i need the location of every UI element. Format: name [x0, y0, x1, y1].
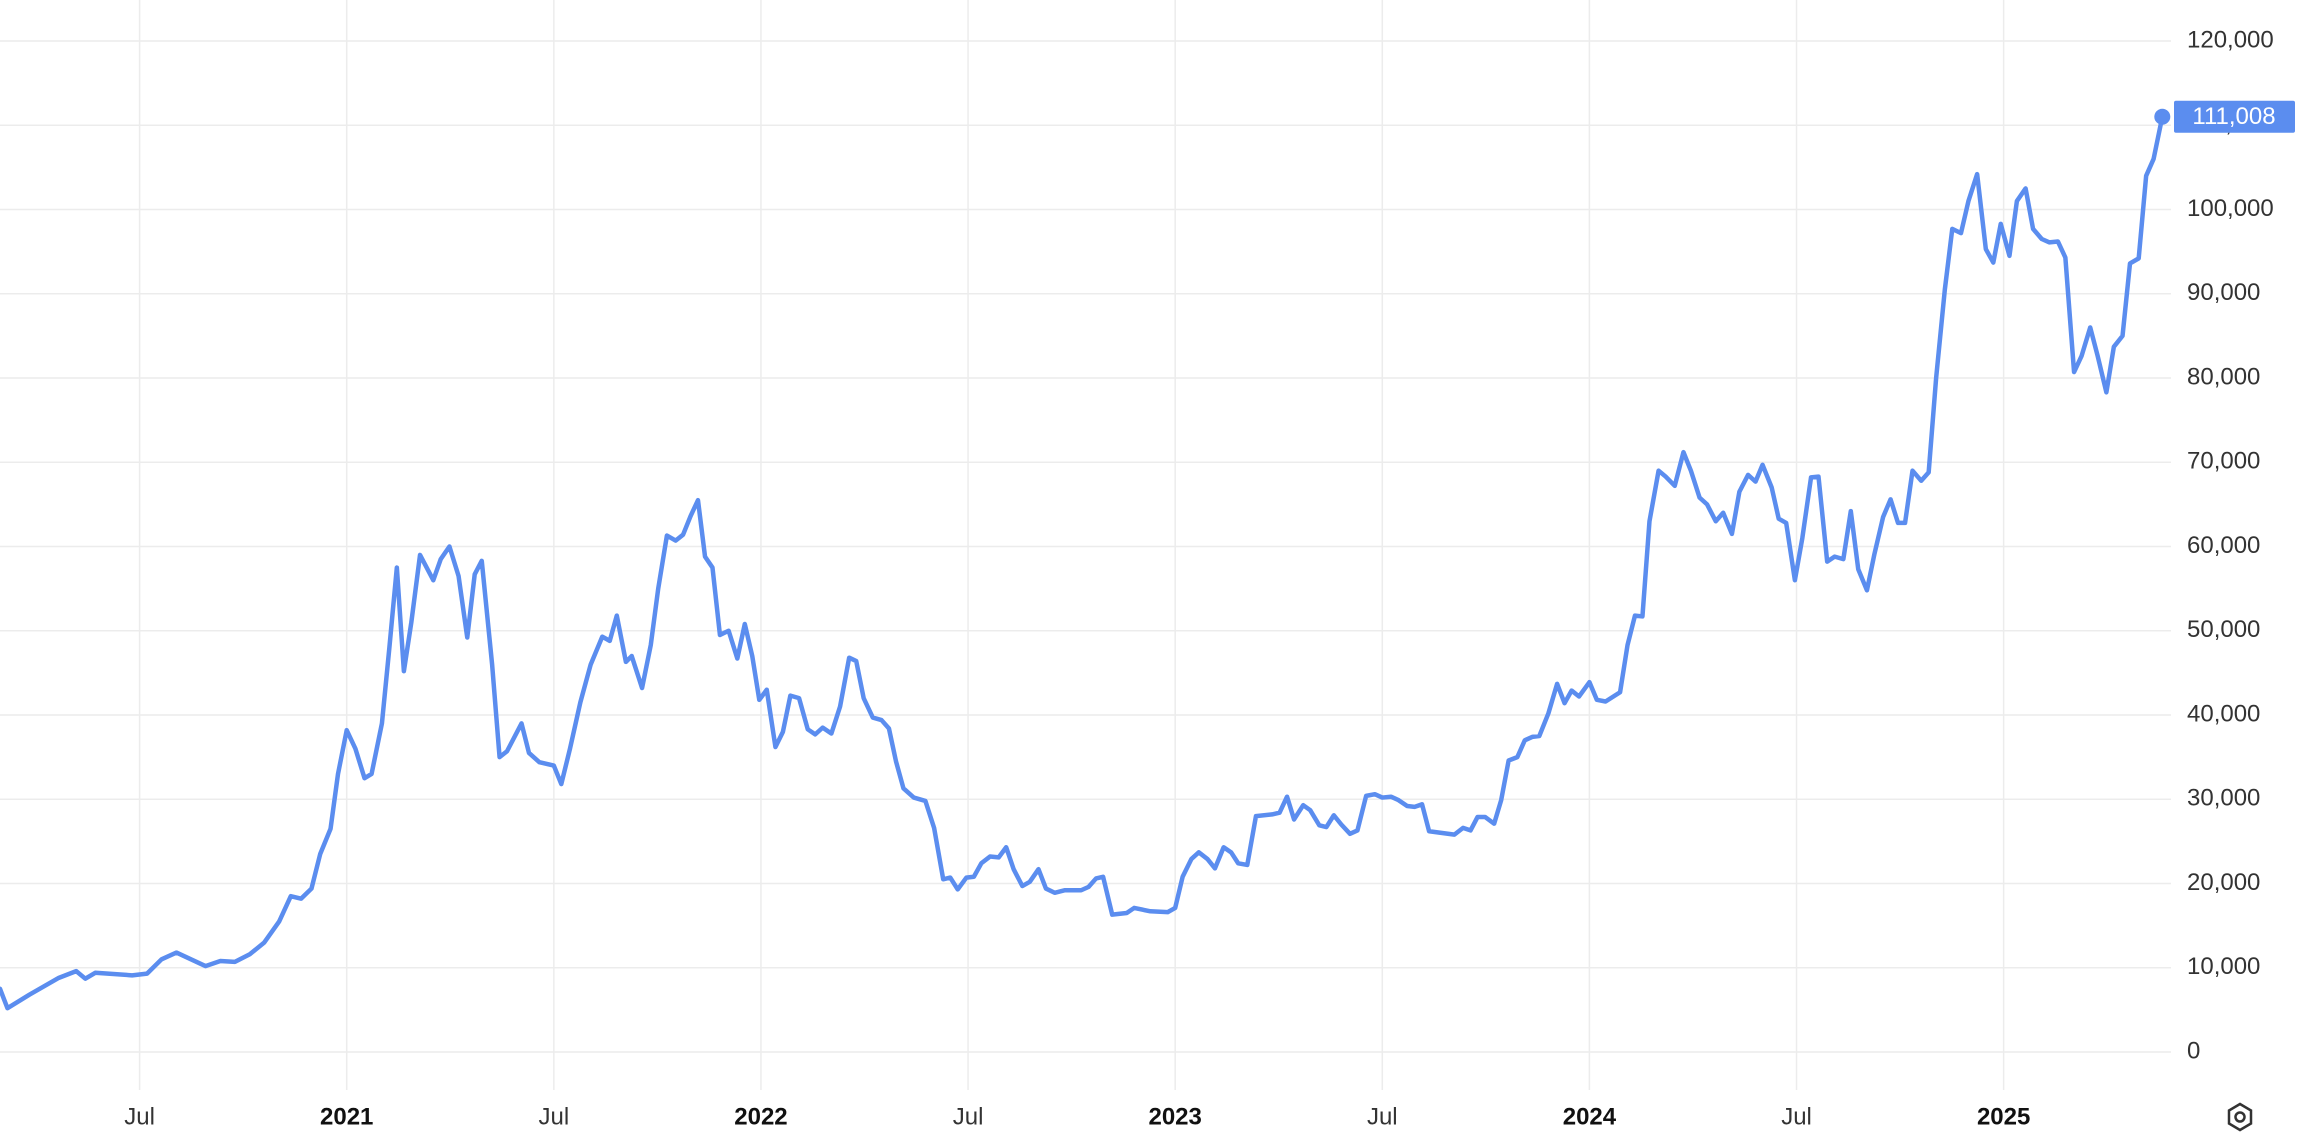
y-tick-label: 20,000 — [2187, 869, 2260, 896]
price-line — [0, 114, 2165, 1011]
y-tick-label: 0 — [2187, 1037, 2200, 1064]
x-tick-label: 2024 — [1563, 1103, 1617, 1130]
settings-hexagon — [2227, 1102, 2253, 1132]
x-tick-label: 2021 — [320, 1103, 373, 1130]
y-tick-label: 80,000 — [2187, 363, 2260, 390]
last-point — [2154, 108, 2171, 125]
y-tick-label: 90,000 — [2187, 279, 2260, 306]
y-tick-label: 60,000 — [2187, 532, 2260, 559]
x-tick-label: Jul — [953, 1103, 984, 1130]
y-tick-label: 100,000 — [2187, 195, 2274, 222]
grid — [0, 0, 2171, 1090]
x-tick-label: Jul — [1367, 1103, 1398, 1130]
x-tick-label: Jul — [538, 1103, 569, 1130]
x-tick-label: 2023 — [1148, 1103, 1201, 1130]
settings-icon[interactable] — [2227, 1102, 2253, 1132]
x-tick-label: 2025 — [1977, 1103, 2030, 1130]
price-tag-label: 111,008 — [2192, 103, 2275, 130]
settings-center — [2234, 1111, 2246, 1123]
y-tick-label: 120,000 — [2187, 26, 2274, 53]
price-tag — [2174, 100, 2295, 133]
y-tick-label: 50,000 — [2187, 616, 2260, 643]
x-tick-label: Jul — [124, 1103, 155, 1130]
y-tick-label: 10,000 — [2187, 953, 2260, 980]
y-tick-label: 40,000 — [2187, 700, 2260, 727]
y-tick-label: 30,000 — [2187, 785, 2260, 812]
x-tick-label: Jul — [1781, 1103, 1812, 1130]
y-tick-label: 70,000 — [2187, 448, 2260, 475]
x-tick-label: 2022 — [734, 1103, 787, 1130]
